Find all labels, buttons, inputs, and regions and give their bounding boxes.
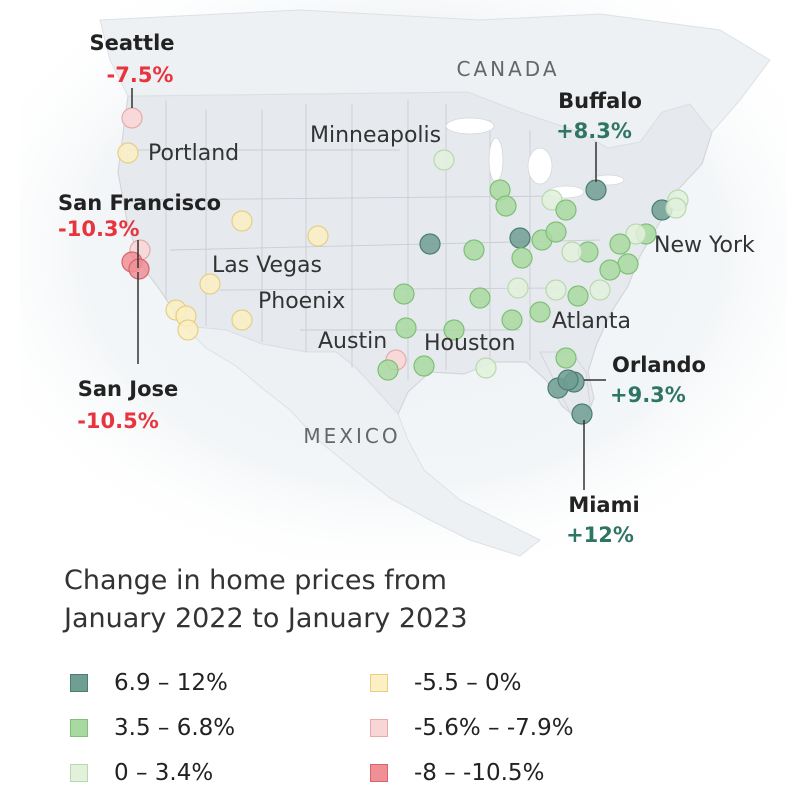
city-marker [509, 227, 531, 249]
legend-title-line-2: January 2022 to January 2023 [64, 603, 468, 634]
callout-lines [131, 88, 606, 490]
city-marker [475, 357, 497, 379]
city-marker [393, 283, 415, 305]
city-marker [585, 179, 607, 201]
city-marker [443, 319, 465, 341]
legend-title-line-1: Change in home prices from [64, 565, 447, 596]
us-home-price-map: CANADA MEXICO Portland Minneapolis Las V… [20, 0, 786, 560]
legend-item-0-to-3-4: 0 – 3.4% [70, 758, 213, 788]
city-marker [419, 233, 441, 255]
legend-item-minus-5-5-to-0: -5.5 – 0% [370, 668, 522, 698]
legend-swatch [70, 674, 88, 692]
callout-value-san-jose: -10.5% [77, 409, 159, 433]
callout-name-buffalo: Buffalo [558, 89, 642, 113]
city-label-portland: Portland [148, 141, 239, 166]
callout-name-seattle: Seattle [89, 31, 174, 55]
city-marker [665, 197, 687, 219]
canada-landmass [99, 9, 771, 149]
legend-item-6-9-to-12: 6.9 – 12% [70, 668, 228, 698]
city-markers [117, 107, 689, 425]
city-marker [567, 285, 589, 307]
city-marker [463, 239, 485, 261]
legend-title: Change in home prices from January 2022 … [64, 562, 764, 638]
region-label-canada: CANADA [456, 57, 559, 81]
legend-item-minus-8-to-minus-10-5: -8 – -10.5% [370, 758, 544, 788]
city-marker [545, 279, 567, 301]
legend-swatch [370, 764, 388, 782]
region-label-mexico: MEXICO [303, 424, 400, 448]
callout-name-miami: Miami [568, 493, 639, 517]
city-marker [231, 309, 253, 331]
city-label-minneapolis: Minneapolis [310, 123, 441, 148]
legend-label: -8 – -10.5% [414, 760, 545, 786]
callout-value-orlando: +9.3% [610, 383, 686, 407]
legend-item-minus-5-6-to-minus-7-9: -5.6% – -7.9% [370, 713, 574, 743]
legend-item-3-5-to-6-8: 3.5 – 6.8% [70, 713, 235, 743]
city-labels: Portland Minneapolis Las Vegas Phoenix A… [148, 123, 755, 356]
city-marker [128, 258, 150, 280]
legend-label: -5.5 – 0% [414, 670, 522, 696]
great-lakes [445, 117, 625, 199]
city-marker [555, 199, 577, 221]
city-marker [395, 317, 417, 339]
city-label-las-vegas: Las Vegas [212, 253, 322, 278]
mexico-landmass [182, 325, 541, 557]
city-marker [307, 225, 329, 247]
city-marker [625, 223, 647, 245]
city-marker [571, 403, 593, 425]
legend-label: 3.5 – 6.8% [114, 715, 236, 741]
city-marker [545, 221, 567, 243]
city-marker [501, 309, 523, 331]
legend-swatch [70, 719, 88, 737]
city-marker [199, 273, 221, 295]
callouts: Seattle -7.5% San Francisco -10.3% San J… [58, 31, 706, 547]
city-marker [413, 355, 435, 377]
city-marker [433, 149, 455, 171]
city-marker [609, 233, 631, 255]
city-marker [495, 195, 517, 217]
city-marker [599, 259, 621, 281]
city-label-austin: Austin [318, 329, 387, 354]
callout-name-orlando: Orlando [612, 353, 706, 377]
legend: 6.9 – 12% 3.5 – 6.8% 0 – 3.4% -5.5 – 0% … [70, 668, 770, 808]
city-marker [557, 369, 579, 391]
legend-swatch [370, 719, 388, 737]
city-marker [561, 241, 583, 263]
city-label-new-york: New York [654, 233, 755, 258]
callout-value-seattle: -7.5% [107, 63, 174, 87]
city-marker [529, 301, 551, 323]
city-marker [507, 277, 529, 299]
callout-name-san-francisco: San Francisco [58, 191, 221, 215]
city-marker [617, 253, 639, 275]
callout-value-san-francisco: -10.3% [58, 217, 140, 241]
legend-label: -5.6% – -7.9% [414, 715, 574, 741]
legend-swatch [370, 674, 388, 692]
state-boundaries [128, 100, 601, 380]
city-marker [589, 279, 611, 301]
city-marker [469, 287, 491, 309]
legend-label: 6.9 – 12% [114, 670, 228, 696]
city-marker [555, 347, 577, 369]
city-marker [177, 319, 199, 341]
city-label-phoenix: Phoenix [258, 289, 345, 314]
city-marker [117, 142, 139, 164]
legend-swatch [70, 764, 88, 782]
callout-value-miami: +12% [566, 523, 634, 547]
city-marker [231, 210, 253, 232]
city-label-houston: Houston [424, 331, 515, 356]
city-marker [511, 247, 533, 269]
city-marker [121, 107, 143, 129]
city-marker [377, 359, 399, 381]
legend-label: 0 – 3.4% [114, 760, 214, 786]
callout-value-buffalo: +8.3% [556, 119, 632, 143]
callout-name-san-jose: San Jose [78, 377, 179, 401]
city-label-atlanta: Atlanta [552, 309, 631, 334]
